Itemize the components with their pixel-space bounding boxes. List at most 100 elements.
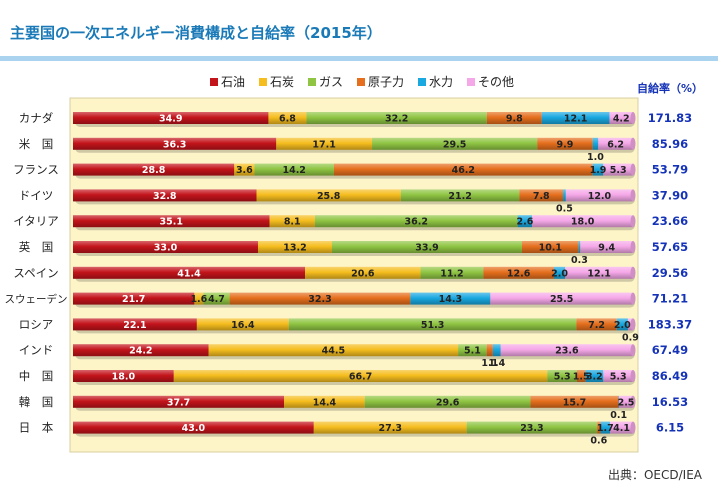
category-label: カナダ	[19, 111, 54, 125]
bar-segment	[73, 370, 174, 382]
bar-value-label: 25.5	[550, 294, 573, 305]
bar-segment	[517, 215, 533, 228]
bar-end-cap	[630, 163, 636, 176]
bar-value-label: 18.0	[571, 217, 595, 228]
bar-segment	[313, 421, 467, 434]
bar-value-label: 7.8	[533, 191, 550, 202]
self-sufficiency-value: 53.79	[652, 163, 688, 177]
bar-value-label: 4.2	[613, 114, 630, 125]
legend-swatch	[259, 78, 267, 86]
bar-segment	[331, 241, 523, 253]
bar-value-label: 51.3	[421, 320, 444, 331]
legend-swatch	[308, 78, 316, 86]
self-sufficiency-value: 29.56	[652, 266, 688, 280]
self-sufficiency-value: 16.53	[652, 395, 688, 409]
bar-segment	[256, 189, 401, 202]
bar-end-cap	[630, 292, 636, 305]
self-sufficiency-value: 67.49	[652, 343, 688, 357]
bar-value-label: 32.3	[308, 294, 331, 305]
bar-value-label: 1.5	[573, 372, 590, 383]
bar-segment	[565, 266, 633, 279]
bar-segment	[73, 241, 258, 253]
bar-segment	[547, 370, 577, 382]
bar-segment	[73, 421, 314, 434]
bar-value-label: 33.9	[415, 243, 438, 254]
bar-segment	[73, 189, 257, 202]
bar-value-label: 20.6	[351, 268, 375, 279]
bar-end-cap	[630, 215, 636, 228]
bar-value-label: 1.0	[587, 152, 604, 163]
bar-segment	[522, 241, 579, 253]
bar-value-label: 12.6	[507, 268, 531, 279]
bar-value-label: 34.9	[159, 114, 182, 125]
category-label: スウェーデン	[5, 293, 68, 306]
bar-value-label: 2.0	[614, 320, 631, 331]
bar-value-label: 14.4	[313, 397, 337, 408]
bar-segment	[483, 266, 554, 279]
bar-segment	[519, 189, 564, 202]
bar-value-label: 3.2	[586, 372, 603, 383]
bar-segment	[576, 318, 617, 331]
bar-segment	[364, 395, 531, 408]
bar-value-label: 15.7	[563, 397, 586, 408]
bar-segment	[603, 163, 633, 176]
bar-value-label: 21.7	[122, 294, 145, 305]
bar-end-cap	[630, 370, 636, 382]
bar-value-label: 4.7	[208, 294, 225, 305]
category-label: 米 国	[19, 137, 54, 151]
bar-value-label: 7.2	[588, 320, 605, 331]
bar-segment	[73, 266, 306, 279]
bar-segment	[466, 421, 598, 434]
bar-segment	[500, 344, 633, 357]
bar-segment	[597, 421, 601, 434]
legend-label: ガス	[319, 75, 343, 89]
legend-label: 石油	[221, 75, 245, 89]
bar-segment	[616, 318, 628, 331]
self-sufficiency-value: 6.15	[656, 421, 684, 435]
bar-segment	[577, 370, 586, 382]
bar-segment	[592, 163, 604, 176]
bar-segment	[194, 292, 204, 305]
bar-value-label: 9.9	[557, 139, 574, 150]
bar-segment	[578, 241, 581, 253]
bar-end-cap	[630, 266, 636, 279]
bar-value-label: 0.1	[610, 410, 627, 421]
bar-end-cap	[630, 318, 636, 331]
bar-segment	[234, 163, 255, 176]
bar-segment	[458, 344, 487, 357]
category-label: スペイン	[13, 266, 58, 280]
self-sufficiency-value: 171.83	[648, 111, 692, 125]
bar-value-label: 29.6	[436, 397, 460, 408]
bar-value-label: 1.4	[488, 358, 505, 369]
bar-value-label: 32.8	[153, 191, 177, 202]
bar-segment	[553, 266, 566, 279]
bar-value-label: 44.5	[322, 346, 345, 357]
category-label: ドイツ	[19, 188, 54, 202]
category-label: フランス	[13, 163, 59, 177]
bar-end-cap	[630, 344, 636, 357]
bar-segment	[618, 395, 619, 408]
bar-segment	[73, 344, 209, 357]
bar-value-label: 46.2	[452, 165, 475, 176]
bar-end-cap	[630, 189, 636, 202]
bar-segment	[306, 112, 487, 124]
bar-value-label: 22.1	[123, 320, 146, 331]
bar-end-cap	[630, 137, 636, 150]
bar-segment	[254, 163, 334, 176]
bar-segment	[333, 163, 593, 176]
bar-segment	[580, 241, 633, 253]
bar-segment	[372, 137, 538, 150]
legend-label: その他	[478, 75, 514, 89]
bar-segment	[257, 241, 332, 253]
bar-segment	[269, 215, 315, 228]
bar-value-label: 23.6	[555, 346, 579, 357]
legend-label: 原子力	[368, 75, 404, 89]
bar-segment	[541, 112, 610, 124]
category-label: 韓 国	[19, 395, 54, 409]
source-note: 出典：OECD/IEA	[607, 468, 702, 482]
self-sufficiency-value: 71.21	[652, 292, 688, 306]
bar-value-label: 10.1	[539, 243, 562, 254]
bar-value-label: 14.2	[282, 165, 305, 176]
category-label: ロシア	[19, 317, 54, 331]
self-sufficiency-value: 57.65	[652, 240, 688, 254]
